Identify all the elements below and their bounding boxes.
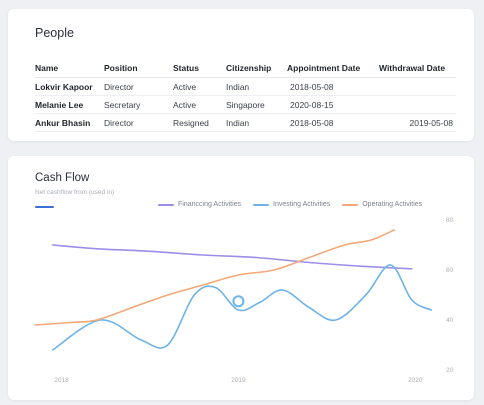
cash-flow-title: Cash Flow bbox=[35, 172, 90, 184]
x-tick-label: 2018 bbox=[54, 377, 69, 384]
cash-flow-title-underline bbox=[35, 206, 54, 208]
legend-swatch-investing bbox=[253, 203, 270, 206]
legend-swatch-financing bbox=[158, 203, 174, 206]
cell-status: Resigned bbox=[173, 113, 226, 132]
y-tick-label: 60 bbox=[446, 267, 454, 274]
chart-legend: Financcing Activities Investing Activiti… bbox=[158, 201, 422, 208]
column-header-status[interactable]: Status bbox=[173, 60, 226, 78]
series-line-financcing-activities[interactable] bbox=[51, 244, 413, 270]
legend-item-investing[interactable]: Investing Activities bbox=[253, 201, 330, 208]
cell-withdrawal-date: 2019-05-08 bbox=[379, 113, 456, 132]
cell-position: Director bbox=[104, 77, 173, 96]
series-line-operating-activities[interactable] bbox=[34, 229, 395, 326]
cash-flow-chart[interactable]: 20 40 60 80 2018 2019 2020 bbox=[8, 212, 474, 400]
legend-item-financing[interactable]: Financcing Activities bbox=[158, 201, 241, 208]
legend-label-investing: Investing Activities bbox=[273, 201, 331, 208]
cell-status: Active bbox=[173, 95, 226, 114]
cell-withdrawal-date bbox=[379, 95, 456, 114]
legend-item-operating[interactable]: Operating Activities bbox=[342, 201, 422, 208]
highlighted-data-point[interactable] bbox=[232, 295, 245, 308]
people-title: People bbox=[35, 26, 74, 40]
table-row[interactable]: Lokvir Kapoor Director Active Indian 201… bbox=[35, 77, 456, 96]
cell-name: Melanie Lee bbox=[35, 95, 104, 114]
cell-appointment-date: 2018-05-08 bbox=[287, 113, 379, 132]
cash-flow-subtitle: Net cashflow from (used in) bbox=[35, 189, 115, 196]
cell-withdrawal-date bbox=[379, 77, 456, 96]
cell-position: Secretary bbox=[104, 95, 173, 114]
table-row[interactable]: Melanie Lee Secretary Active Singapore 2… bbox=[35, 95, 456, 114]
cell-name: Lokvir Kapoor bbox=[35, 77, 104, 96]
cell-citizenship: Singapore bbox=[226, 95, 287, 114]
cell-appointment-date: 2018-05-08 bbox=[287, 77, 379, 96]
y-tick-label: 80 bbox=[446, 217, 454, 224]
cell-citizenship: Indian bbox=[226, 77, 287, 96]
cell-position: Director bbox=[104, 113, 173, 132]
column-header-citizenship[interactable]: Citizenship bbox=[226, 60, 287, 78]
cash-flow-card: Cash Flow Net cashflow from (used in) Fi… bbox=[8, 156, 474, 400]
column-header-appointment-date[interactable]: Appointment Date bbox=[287, 60, 379, 78]
column-header-position[interactable]: Position bbox=[104, 60, 173, 78]
legend-swatch-operating bbox=[342, 203, 359, 206]
cell-appointment-date: 2020-08-15 bbox=[287, 95, 379, 114]
people-card: People Name Position Status Citizenship … bbox=[8, 9, 474, 141]
table-header-row: Name Position Status Citizenship Appoint… bbox=[35, 60, 456, 78]
y-tick-label: 20 bbox=[446, 367, 454, 374]
x-tick-label: 2020 bbox=[408, 377, 423, 384]
column-header-name[interactable]: Name bbox=[35, 60, 104, 78]
y-tick-label: 40 bbox=[446, 317, 454, 324]
column-header-withdrawal-date[interactable]: Withdrawal Date bbox=[379, 60, 456, 78]
people-table: Name Position Status Citizenship Appoint… bbox=[35, 60, 456, 132]
cell-status: Active bbox=[173, 77, 226, 96]
cell-citizenship: Indian bbox=[226, 113, 287, 132]
series-line-investing-activities[interactable] bbox=[51, 264, 432, 351]
x-tick-label: 2019 bbox=[231, 377, 246, 384]
legend-label-financing: Financcing Activities bbox=[178, 201, 242, 208]
cell-name: Ankur Bhasin bbox=[35, 113, 104, 132]
table-row[interactable]: Ankur Bhasin Director Resigned Indian 20… bbox=[35, 113, 456, 132]
legend-label-operating: Operating Activities bbox=[362, 201, 423, 208]
